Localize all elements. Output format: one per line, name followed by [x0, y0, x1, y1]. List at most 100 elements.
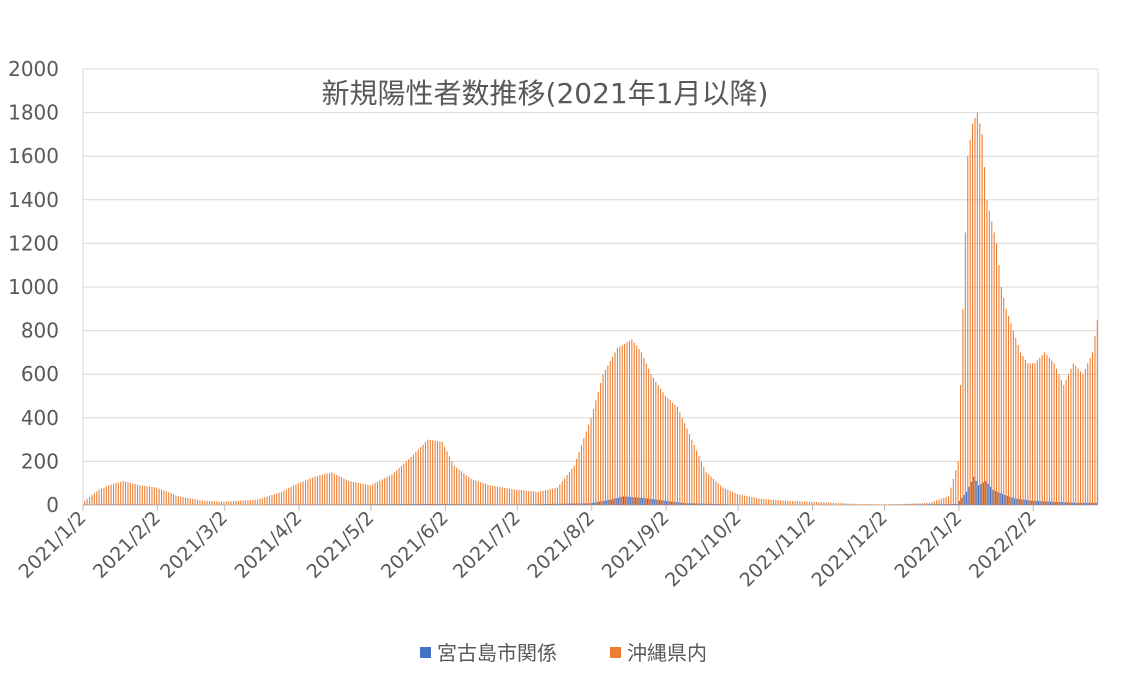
miyako-bar-218 — [606, 500, 607, 505]
miyako-bar-254 — [692, 503, 693, 505]
miyako-bar-216 — [601, 501, 602, 505]
okinawa-bar-207 — [581, 445, 582, 505]
okinawa-bar-49 — [202, 501, 203, 505]
okinawa-bar-140 — [420, 447, 421, 505]
miyako-bar-367 — [964, 495, 965, 505]
okinawa-bar-75 — [264, 497, 265, 505]
okinawa-bar-196 — [555, 488, 556, 505]
miyako-bar-213 — [594, 502, 595, 505]
miyako-bar-157 — [460, 504, 461, 505]
okinawa-bar-347 — [917, 503, 918, 505]
okinawa-bar-124 — [382, 479, 383, 505]
y-tick-label-0: 0 — [46, 493, 59, 517]
okinawa-bar-170 — [492, 486, 493, 505]
okinawa-bar-128 — [391, 474, 392, 505]
okinawa-bar-319 — [850, 504, 851, 505]
okinawa-bar-422 — [1097, 320, 1098, 505]
miyako-bar-130 — [395, 504, 396, 505]
okinawa-bar-412 — [1073, 363, 1074, 505]
miyako-bar-175 — [503, 504, 504, 505]
okinawa-bar-391 — [1022, 356, 1023, 505]
okinawa-bar-17 — [125, 482, 126, 505]
miyako-bar-106 — [337, 504, 338, 505]
miyako-bar-366 — [961, 498, 962, 505]
okinawa-bar-153 — [451, 461, 452, 505]
okinawa-bar-390 — [1020, 352, 1021, 505]
miyako-bar-142 — [424, 504, 425, 505]
miyako-bar-352 — [928, 504, 929, 505]
miyako-bar-187 — [532, 504, 533, 505]
y-tick-label-2: 400 — [21, 406, 59, 430]
miyako-bar-369 — [968, 487, 969, 505]
miyako-bar-393 — [1026, 500, 1027, 505]
okinawa-bar-365 — [960, 385, 961, 505]
okinawa-bar-34 — [166, 491, 167, 505]
miyako-bar-359 — [944, 504, 945, 505]
okinawa-bar-69 — [250, 500, 251, 505]
okinawa-bar-416 — [1082, 374, 1083, 505]
miyako-bar-401 — [1045, 501, 1046, 505]
okinawa-bar-299 — [802, 501, 803, 505]
miyako-bar-127 — [388, 504, 389, 505]
okinawa-bar-311 — [830, 503, 831, 505]
okinawa-bar-367 — [965, 233, 966, 506]
miyako-bar-247 — [676, 502, 677, 505]
okinawa-bar-417 — [1085, 369, 1086, 505]
okinawa-bar-136 — [411, 457, 412, 505]
okinawa-bar-239 — [658, 385, 659, 505]
miyako-bar-363 — [954, 504, 955, 505]
okinawa-bar-285 — [768, 499, 769, 505]
okinawa-bar-213 — [595, 400, 596, 505]
okinawa-bar-93 — [307, 479, 308, 505]
okinawa-bar-234 — [646, 363, 647, 505]
okinawa-bar-12 — [113, 484, 114, 505]
miyako-bar-103 — [330, 504, 331, 505]
okinawa-bar-310 — [828, 503, 829, 505]
miyako-bar-269 — [728, 504, 729, 505]
miyako-bar-241 — [661, 500, 662, 505]
okinawa-bar-83 — [283, 491, 284, 505]
miyako-bar-196 — [553, 504, 554, 505]
okinawa-bar-37 — [173, 494, 174, 505]
miyako-bar-234 — [644, 498, 645, 505]
okinawa-bar-81 — [279, 493, 280, 505]
okinawa-bar-284 — [766, 499, 767, 505]
okinawa-bar-53 — [211, 501, 212, 505]
okinawa-bar-143 — [427, 440, 428, 505]
okinawa-bar-324 — [862, 504, 863, 505]
okinawa-bar-420 — [1092, 352, 1093, 505]
miyako-bar-159 — [465, 504, 466, 505]
okinawa-bar-406 — [1058, 374, 1059, 505]
okinawa-bar-13 — [115, 483, 116, 505]
miyako-bar-402 — [1048, 501, 1049, 505]
miyako-bar-232 — [640, 498, 641, 505]
miyako-bar-266 — [721, 504, 722, 505]
okinawa-bar-127 — [389, 476, 390, 505]
okinawa-bar-295 — [792, 501, 793, 505]
okinawa-bar-276 — [746, 496, 747, 505]
okinawa-bar-65 — [240, 501, 241, 505]
okinawa-bar-222 — [617, 348, 618, 505]
miyako-bar-348 — [918, 504, 919, 505]
okinawa-bar-43 — [187, 498, 188, 505]
miyako-bar-167 — [484, 504, 485, 505]
okinawa-bar-66 — [243, 500, 244, 505]
okinawa-bar-346 — [914, 503, 915, 505]
miyako-bar-379 — [992, 490, 993, 505]
okinawa-bar-148 — [439, 441, 440, 505]
okinawa-bar-326 — [866, 504, 867, 505]
okinawa-bar-14 — [118, 482, 119, 505]
okinawa-bar-342 — [905, 504, 906, 505]
okinawa-bar-115 — [360, 483, 361, 505]
miyako-bar-396 — [1033, 501, 1034, 505]
miyako-bar-258 — [702, 504, 703, 505]
okinawa-bar-349 — [922, 503, 923, 505]
okinawa-bar-9 — [106, 486, 107, 505]
miyako-bar-215 — [599, 502, 600, 505]
okinawa-bar-401 — [1046, 355, 1047, 505]
miyako-bar-138 — [414, 504, 415, 505]
okinawa-bar-38 — [175, 495, 176, 505]
miyako-bar-403 — [1050, 502, 1051, 505]
miyako-bar-122 — [376, 504, 377, 505]
